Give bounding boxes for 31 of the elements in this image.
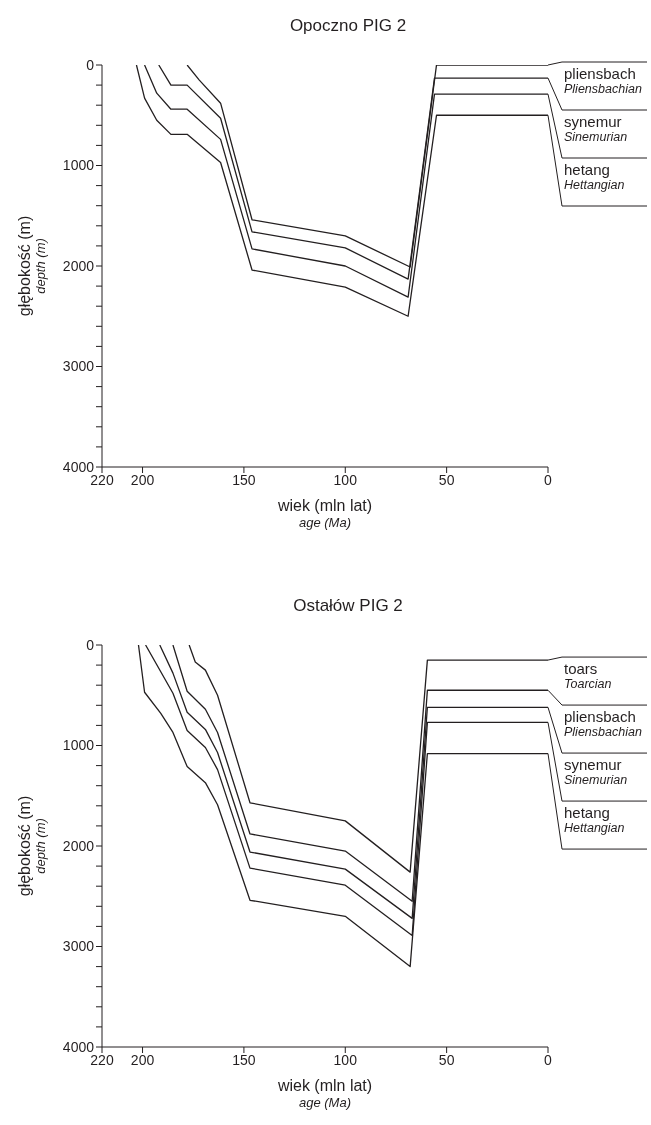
chart-title: Opoczno PIG 2 (288, 15, 408, 37)
chart-title: Ostałów PIG 2 (292, 595, 404, 617)
text: hetang Hettangian (564, 161, 625, 192)
x-tick-label: 50 (438, 471, 455, 488)
y-axis-title: głębokość (m) depth (m) (16, 215, 49, 317)
text: pliensbach Pliensbachian (564, 65, 642, 96)
y-tick-label: 3000 (62, 358, 95, 375)
x-tick-label: 150 (232, 471, 256, 488)
text: hetang Hettangian (564, 804, 625, 836)
x-tick-label: 150 (232, 1051, 256, 1068)
x-tick-label: 100 (333, 471, 358, 488)
y-axis-title: głębokość (m) depth (m) (16, 795, 49, 897)
y-tick-label: 3000 (62, 938, 95, 955)
x-tick-label: 200 (130, 1051, 155, 1068)
y-tick-label: 0 (86, 636, 95, 653)
x-tick-label: 0 (544, 1051, 553, 1068)
y-tick-label: 0 (86, 56, 95, 73)
x-axis-title: wiek (mln lat) age (Ma) (276, 497, 374, 531)
x-axis-title: wiek (mln lat) age (Ma) (276, 1077, 374, 1111)
text: synemur Sinemurian (564, 113, 628, 144)
text: toars Toarcian (564, 660, 612, 692)
x-tick-label: 100 (333, 1051, 358, 1068)
x-tick-label: 50 (438, 1051, 455, 1068)
y-tick-label: 2000 (62, 837, 95, 854)
y-tick-label: 1000 (62, 737, 95, 754)
y-tick-label: 2000 (62, 257, 95, 274)
text: pliensbach Pliensbachian (564, 708, 642, 740)
y-tick-label: 1000 (62, 157, 95, 174)
text: synemur Sinemurian (564, 756, 628, 788)
x-tick-label: 0 (544, 471, 553, 488)
x-tick-label: 200 (130, 471, 155, 488)
